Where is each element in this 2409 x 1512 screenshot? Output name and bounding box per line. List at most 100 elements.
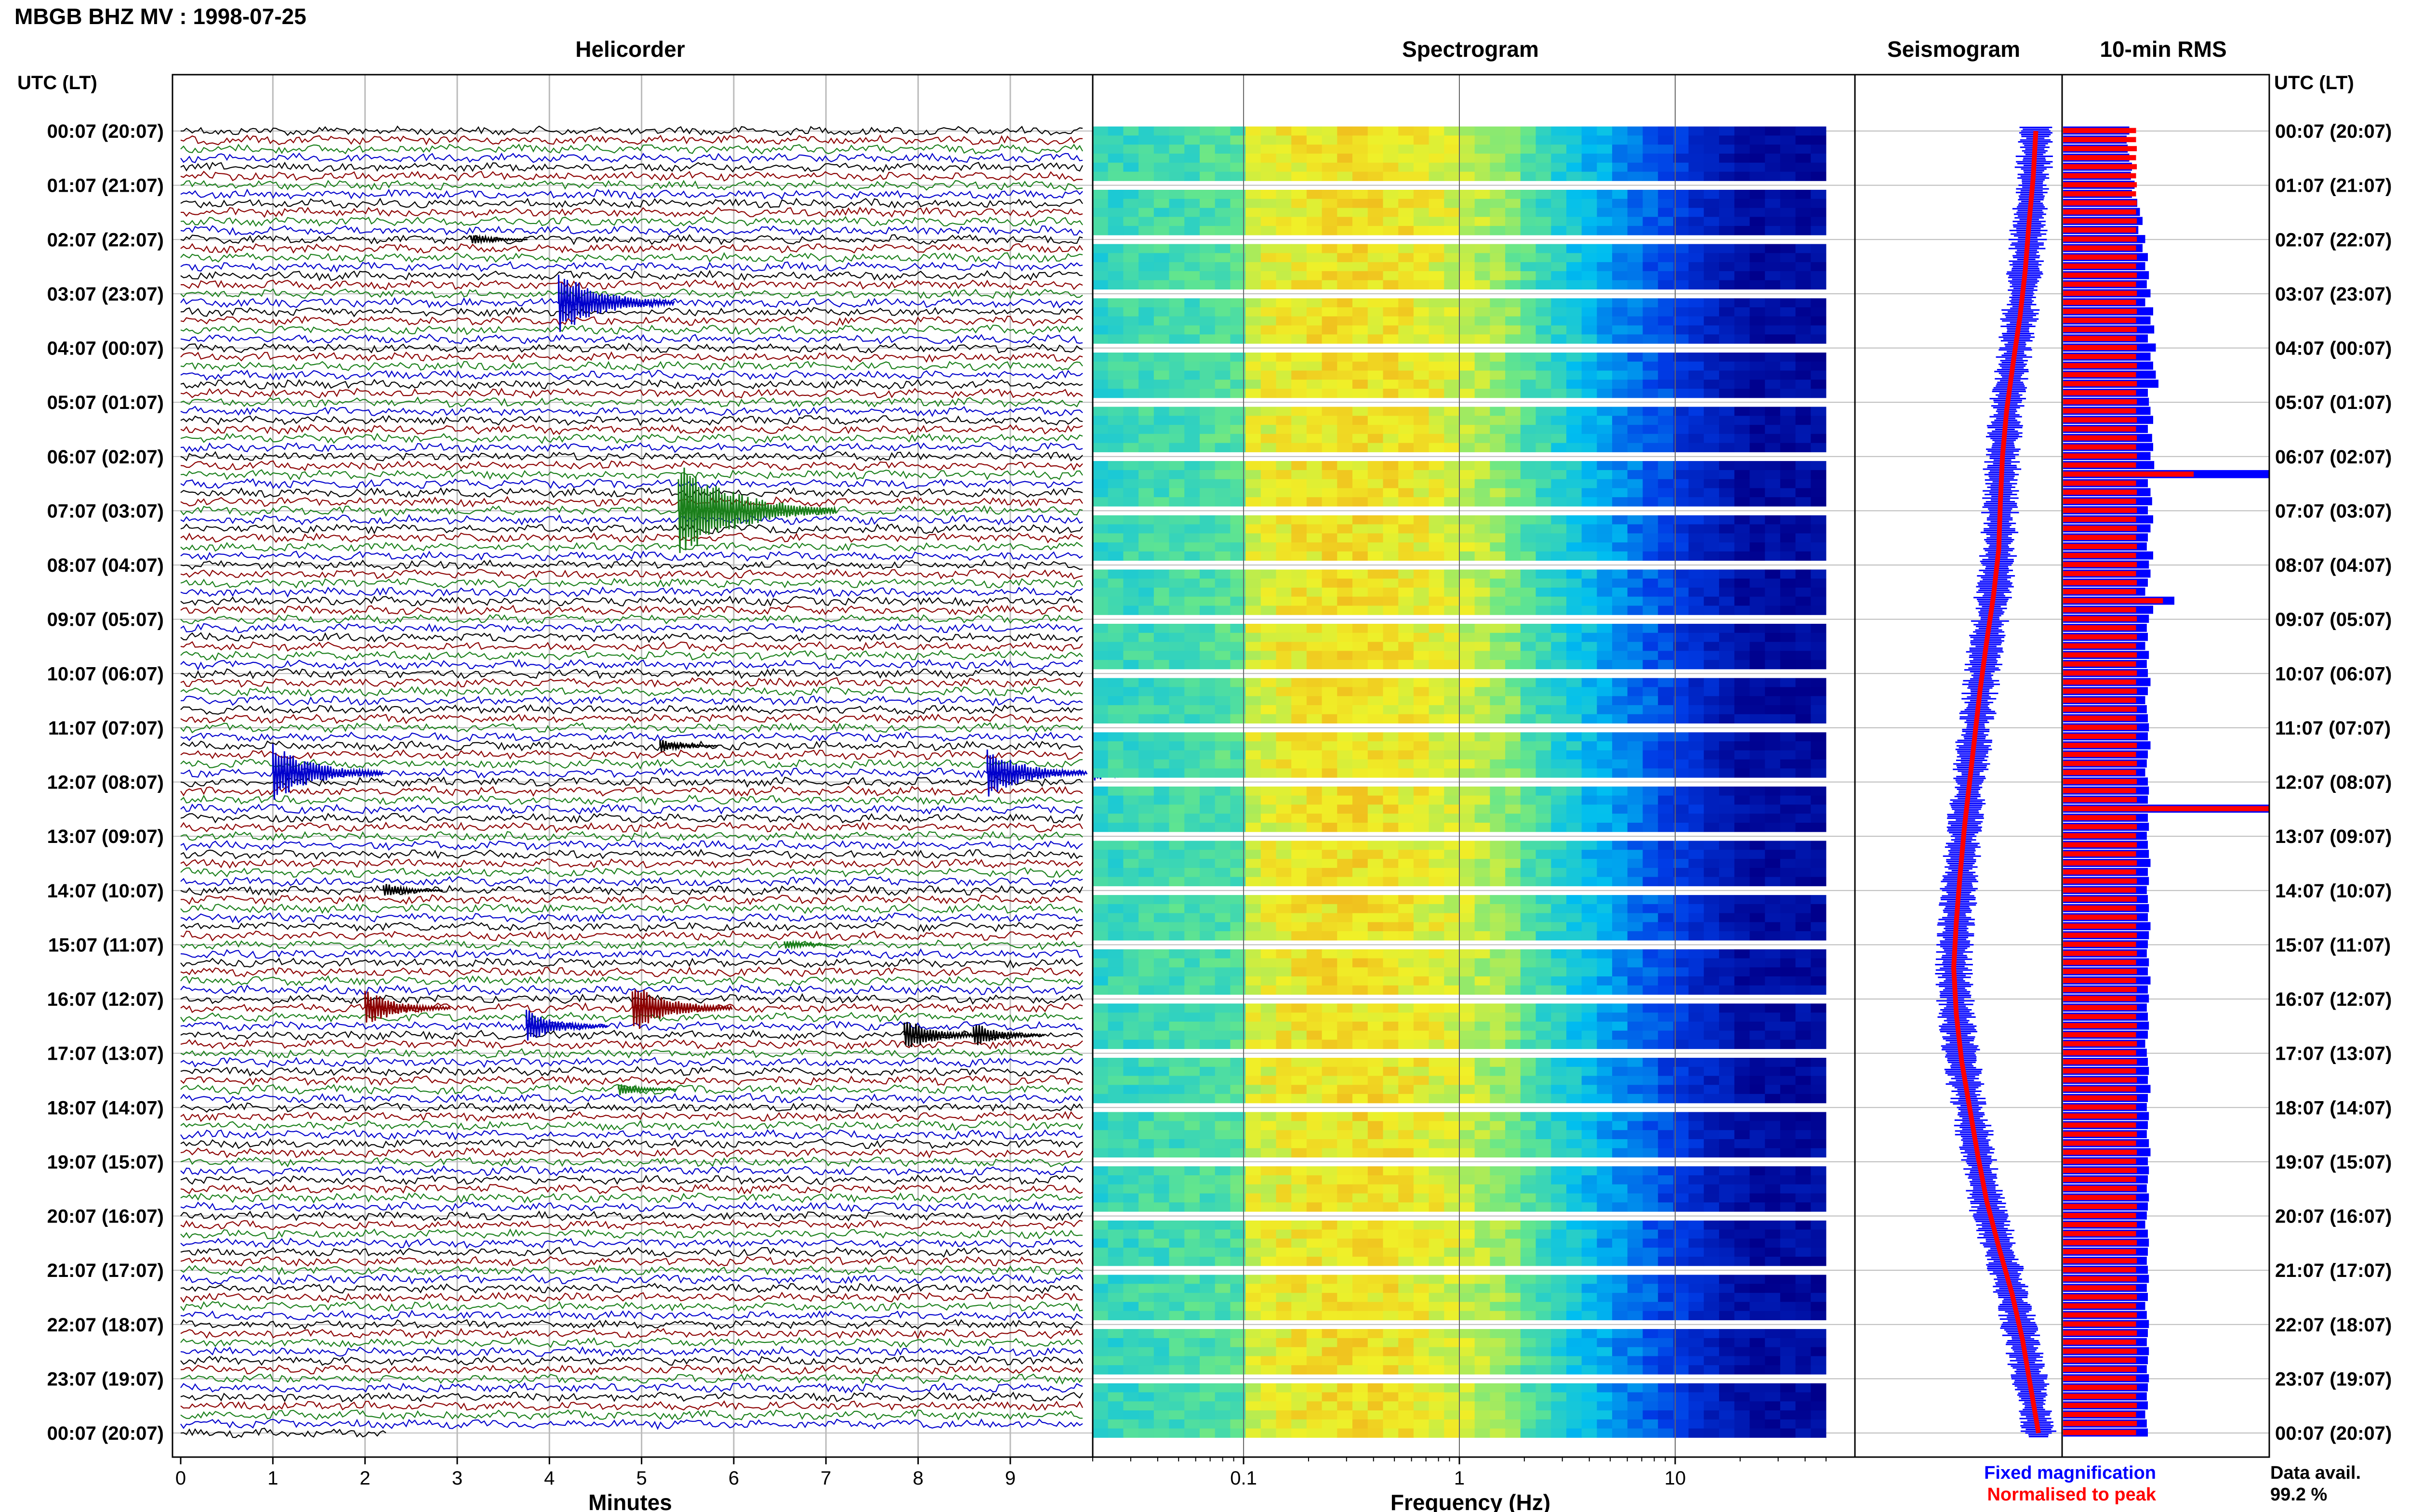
rms-bar-normalised [2063, 797, 2137, 802]
helicorder-trace [180, 767, 1083, 779]
helicorder-trace [180, 623, 1083, 634]
rms-bar-normalised [2063, 227, 2136, 233]
helicorder-trace [180, 722, 1083, 734]
helicorder-trace [180, 1328, 1083, 1340]
time-label: 03:07 (23:07) [47, 284, 164, 305]
time-label: 15:07 (11:07) [48, 934, 164, 956]
rms-bar-normalised [2063, 508, 2137, 513]
rms-bar-normalised [2063, 1258, 2137, 1263]
rms-bar-normalised [2063, 363, 2137, 368]
helicorder-trace [180, 704, 1083, 715]
spectrogram-grid [1243, 75, 1676, 1457]
rms-bar-normalised [2063, 1168, 2137, 1173]
helicorder-trace [180, 957, 1083, 969]
time-label: 02:07 (22:07) [2275, 229, 2392, 250]
rms-bar-normalised [2063, 444, 2136, 450]
rms-bar-normalised [2063, 833, 2136, 839]
helicorder-trace [180, 1156, 1083, 1168]
rms-bar-normalised [2063, 779, 2137, 784]
rms-bar-normalised [2063, 589, 2136, 594]
helicorder-trace [180, 396, 1083, 408]
rms-bar-normalised [2063, 878, 2137, 884]
helicorder-trace [180, 939, 1083, 950]
helicorder-trace [180, 1237, 1083, 1249]
helicorder-trace [180, 966, 1083, 978]
tick-label-minutes: 1 [267, 1468, 278, 1489]
rms-bar-normalised [2063, 1149, 2137, 1155]
helicorder-trace [180, 360, 1083, 372]
rms-bar-normalised [2063, 580, 2137, 585]
rms-bar-normalised [2063, 1376, 2136, 1381]
rms-bar-normalised [2063, 182, 2137, 187]
helicorder-trace [180, 415, 1083, 426]
rms-bar-normalised [2063, 715, 2136, 721]
helicorder-trace [180, 1309, 1083, 1321]
rms-bar-normalised [2063, 336, 2136, 342]
rms-bar-normalised [2063, 1104, 2136, 1110]
helicorder-trace [180, 921, 1083, 933]
helicorder-trace [180, 1174, 1083, 1185]
rms-bar-normalised [2063, 634, 2137, 640]
helicorder-trace [180, 487, 1083, 498]
time-label: 01:07 (21:07) [2275, 175, 2392, 197]
seismic-event [659, 740, 718, 752]
helicorder-trace [180, 1427, 386, 1438]
helicorder-trace [180, 243, 1083, 254]
rms-bar-normalised [2063, 309, 2137, 314]
rms-bar-normalised [2063, 281, 2136, 287]
panel-title-seismogram: Seismogram [1887, 37, 2020, 62]
rms-frame [2061, 74, 2270, 1458]
tick-label-minutes: 3 [452, 1468, 463, 1489]
tick-label-frequency: 0.1 [1230, 1468, 1257, 1489]
rms-bar-normalised [2063, 896, 2137, 902]
rms-bar-normalised [2063, 1276, 2137, 1282]
rms-bar-normalised [2063, 128, 2136, 133]
helicorder-trace [180, 1274, 1083, 1285]
helicorder-trace [180, 830, 1083, 842]
helicorder-trace [180, 930, 1083, 942]
helicorder-trace [180, 316, 1083, 327]
rms-bar-normalised [2063, 489, 2137, 495]
helicorder-trace [180, 1138, 1083, 1149]
helicorder-trace [180, 144, 1083, 155]
rms-bar-normalised [2063, 1077, 2137, 1083]
legend-normalised-to-peak: Normalised to peak [1987, 1485, 2156, 1505]
rms-bar-normalised [2063, 1177, 2136, 1182]
time-label: 08:07 (04:07) [47, 555, 164, 576]
helicorder-trace [180, 1255, 1083, 1267]
rms-bar-normalised [2063, 1204, 2137, 1210]
helicorder-trace [180, 948, 1083, 960]
rms-bar-normalised [2063, 155, 2136, 160]
helicorder-trace [180, 840, 1083, 851]
helicorder-trace [180, 1319, 1083, 1330]
rms-bar-normalised [2063, 1294, 2137, 1300]
rms-bar-normalised [2063, 1420, 2137, 1426]
rms-bar-normalised [2063, 1384, 2137, 1390]
helicorder-trace [180, 848, 1083, 860]
panel-title-helicorder: Helicorder [575, 37, 685, 62]
time-label: 23:07 (19:07) [47, 1368, 164, 1390]
rms-bar-normalised [2063, 625, 2136, 631]
rms-bar-normalised [2063, 327, 2137, 332]
rms-bar-normalised [2063, 200, 2137, 206]
tick-label-minutes: 9 [1005, 1468, 1016, 1489]
helicorder-trace [180, 261, 1083, 273]
rms-bar-normalised [2063, 1041, 2137, 1047]
rms-bars [2063, 126, 2269, 1437]
time-axis-label-right: UTC (LT) [2274, 72, 2354, 93]
rms-bar-normalised [2063, 1086, 2136, 1092]
helicorder-events [272, 234, 1156, 1095]
helicorder-trace [180, 1111, 1083, 1122]
time-label: 05:07 (01:07) [2275, 392, 2392, 413]
rms-bar-normalised [2063, 616, 2137, 621]
rms-bar-normalised [2063, 236, 2137, 242]
tick-label-minutes: 6 [728, 1468, 739, 1489]
time-label: 23:07 (19:07) [2275, 1368, 2392, 1390]
seismic-event [470, 234, 528, 245]
rms-bar-normalised [2063, 1195, 2136, 1200]
tick-label-minutes: 4 [544, 1468, 555, 1489]
time-label: 15:07 (11:07) [2275, 934, 2391, 956]
helicorder-trace [180, 903, 1083, 914]
time-label: 14:07 (10:07) [2275, 881, 2392, 902]
helicorder-trace [180, 1183, 1083, 1195]
